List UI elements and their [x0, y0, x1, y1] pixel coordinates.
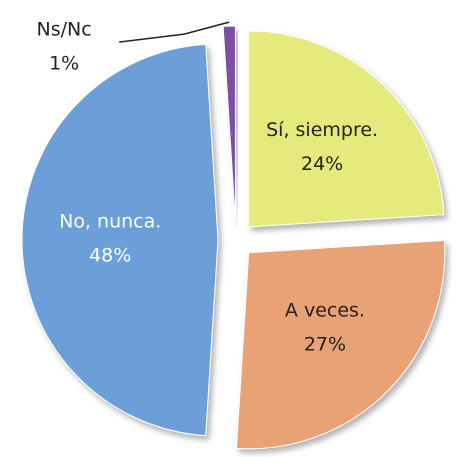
- slice-value-label: 48%: [89, 245, 131, 267]
- slice-label: Sí, siempre.: [266, 119, 378, 141]
- slice-value-label: 1%: [49, 53, 79, 75]
- pie-slice: [247, 30, 445, 228]
- slice-label: Ns/Nc: [37, 19, 92, 41]
- slice-label: A veces.: [285, 299, 365, 321]
- pie-slice: [235, 239, 446, 450]
- slice-value-label: 27%: [304, 333, 346, 355]
- leader-line: [119, 21, 230, 43]
- slice-value-label: 24%: [301, 153, 343, 175]
- slice-label: No, nunca.: [59, 211, 161, 233]
- pie-slice: [222, 25, 236, 223]
- pie-slice: [21, 43, 219, 437]
